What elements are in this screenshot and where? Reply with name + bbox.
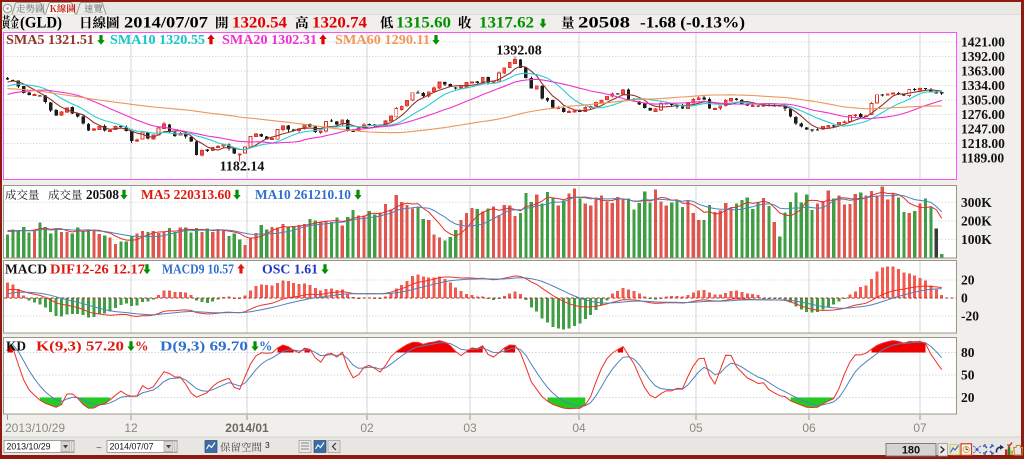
svg-text:80: 80 bbox=[961, 345, 975, 360]
svg-text:06: 06 bbox=[802, 421, 816, 435]
svg-text:1315.60: 1315.60 bbox=[396, 15, 451, 32]
svg-text:K(9,3) 57.20: K(9,3) 57.20 bbox=[36, 339, 124, 354]
svg-text:MACD: MACD bbox=[5, 262, 47, 277]
svg-text:2014/07/07: 2014/07/07 bbox=[110, 442, 154, 452]
svg-text:1317.62: 1317.62 bbox=[479, 15, 534, 32]
svg-text:0: 0 bbox=[961, 291, 968, 306]
svg-text:02: 02 bbox=[360, 421, 374, 435]
svg-text:~: ~ bbox=[96, 443, 102, 454]
svg-text:04: 04 bbox=[572, 421, 586, 435]
svg-text:2013/10/29: 2013/10/29 bbox=[5, 421, 65, 435]
svg-text:03: 03 bbox=[463, 421, 477, 435]
svg-text:1276.00: 1276.00 bbox=[961, 107, 1005, 122]
svg-text:3: 3 bbox=[265, 440, 270, 450]
svg-text:SMA60 1290.11: SMA60 1290.11 bbox=[335, 32, 430, 47]
svg-text:%: % bbox=[259, 339, 273, 354]
svg-text:1218.00: 1218.00 bbox=[961, 136, 1005, 151]
svg-text:20: 20 bbox=[961, 390, 975, 405]
svg-text:1334.00: 1334.00 bbox=[961, 78, 1005, 93]
svg-text:-1.68 (-0.13%): -1.68 (-0.13%) bbox=[640, 15, 745, 32]
svg-text:1320.74: 1320.74 bbox=[312, 15, 367, 32]
svg-text:1182.14: 1182.14 bbox=[220, 160, 265, 175]
svg-text:200K: 200K bbox=[961, 213, 992, 228]
svg-text:SMA20 1302.31: SMA20 1302.31 bbox=[222, 32, 317, 47]
svg-text:OSC 1.61: OSC 1.61 bbox=[262, 262, 318, 277]
svg-text:300K: 300K bbox=[961, 195, 992, 210]
svg-text:SMA5 1321.51: SMA5 1321.51 bbox=[6, 32, 94, 47]
svg-text:-20: -20 bbox=[961, 309, 979, 324]
svg-text:1189.00: 1189.00 bbox=[961, 151, 1004, 166]
svg-text:07: 07 bbox=[913, 421, 927, 435]
svg-text:SMA10 1320.55: SMA10 1320.55 bbox=[110, 32, 205, 47]
svg-text:DIF12-26 12.17: DIF12-26 12.17 bbox=[50, 262, 145, 277]
svg-text:50: 50 bbox=[961, 368, 975, 383]
svg-text:1305.00: 1305.00 bbox=[961, 93, 1005, 108]
svg-text:100K: 100K bbox=[961, 232, 992, 247]
svg-text:20508: 20508 bbox=[86, 187, 119, 202]
svg-text:%: % bbox=[135, 339, 149, 354]
svg-text:2014/01: 2014/01 bbox=[225, 421, 269, 435]
svg-text:1247.00: 1247.00 bbox=[961, 122, 1005, 137]
svg-text:05: 05 bbox=[689, 421, 703, 435]
svg-text:20508: 20508 bbox=[578, 15, 630, 32]
svg-text:1320.54: 1320.54 bbox=[232, 15, 287, 32]
svg-text:2014/07/07: 2014/07/07 bbox=[124, 15, 208, 32]
svg-text:1392.00: 1392.00 bbox=[961, 49, 1005, 64]
svg-text:MA5 220313.60: MA5 220313.60 bbox=[141, 187, 231, 202]
svg-text:12: 12 bbox=[124, 421, 138, 435]
svg-text:D(9,3) 69.70: D(9,3) 69.70 bbox=[160, 339, 248, 354]
svg-text:180: 180 bbox=[902, 445, 920, 457]
svg-text:2013/10/29: 2013/10/29 bbox=[7, 442, 51, 452]
svg-text:(GLD): (GLD) bbox=[20, 15, 62, 32]
svg-text:20: 20 bbox=[961, 273, 975, 288]
svg-text:1363.00: 1363.00 bbox=[961, 64, 1005, 79]
svg-text:KD: KD bbox=[6, 339, 26, 354]
svg-text:MACD9 10.57: MACD9 10.57 bbox=[162, 262, 234, 277]
svg-text:1421.00: 1421.00 bbox=[961, 35, 1005, 50]
svg-text:1392.08: 1392.08 bbox=[496, 44, 542, 59]
svg-text:MA10 261210.10: MA10 261210.10 bbox=[255, 187, 351, 202]
